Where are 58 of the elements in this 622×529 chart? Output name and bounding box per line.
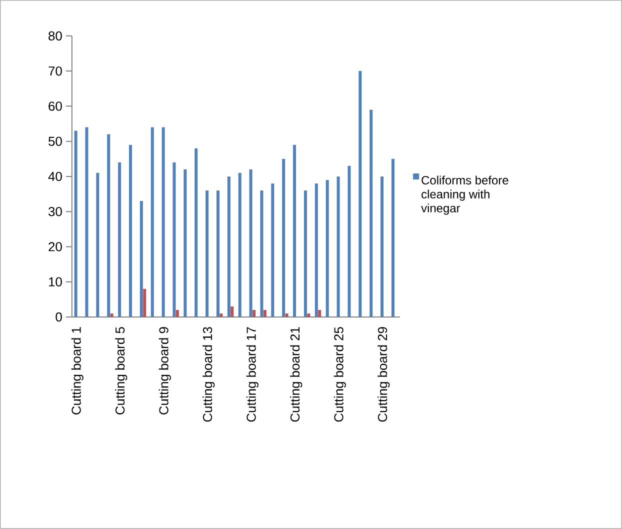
bar [143, 288, 146, 318]
y-tick-label: 80 [48, 31, 62, 41]
bar [260, 190, 264, 318]
bar [285, 313, 288, 318]
y-tick-label: 70 [48, 66, 62, 76]
bar [380, 176, 384, 318]
bar [162, 127, 165, 318]
bar [150, 127, 154, 318]
bar [110, 313, 114, 318]
bar [230, 306, 234, 318]
bar [85, 127, 88, 318]
x-tick-label: Cutting board 9 [158, 327, 171, 414]
y-tick-label: 30 [48, 207, 62, 216]
y-tick-label: 20 [48, 242, 62, 252]
bar [184, 169, 187, 318]
y-tick-label: 60 [48, 102, 62, 111]
x-tick-label: Cutting board 5 [115, 327, 128, 414]
x-tick-label: Cutting board 29 [378, 327, 390, 422]
bar [216, 190, 220, 318]
bar [336, 176, 340, 318]
bar [326, 180, 329, 318]
bar [96, 172, 100, 318]
bar [263, 310, 266, 318]
x-tick-label: Cutting board 25 [334, 327, 346, 422]
x-tick-label: Cutting board 1 [71, 327, 84, 414]
bar [172, 162, 176, 318]
legend-label: Coliforms before cleaning with vinegar [421, 176, 508, 215]
y-tick-label: 50 [48, 136, 62, 146]
bar [348, 166, 351, 318]
bar [107, 134, 110, 318]
bar [282, 158, 286, 318]
bar [206, 190, 209, 318]
bar [118, 162, 122, 318]
bar [358, 71, 362, 318]
bar [370, 110, 373, 318]
bar [293, 144, 296, 318]
y-tick-label: 40 [48, 172, 62, 182]
x-tick-label: Cutting board 17 [246, 327, 258, 422]
bar [271, 183, 274, 318]
bar [238, 172, 242, 318]
x-tick-label: Cutting board 13 [202, 327, 215, 422]
bar [140, 201, 143, 318]
bar [220, 313, 223, 318]
bar [304, 190, 307, 318]
bar [74, 130, 78, 318]
bar [307, 313, 310, 318]
bar [314, 183, 318, 318]
bar [176, 310, 179, 318]
bar [318, 310, 322, 318]
y-tick-label: 10 [48, 277, 62, 286]
x-tick-label: Cutting board 21 [290, 327, 302, 422]
bar [227, 176, 230, 318]
y-tick-label: 0 [56, 312, 62, 322]
bar [252, 310, 256, 318]
bar [128, 144, 132, 318]
bar [194, 148, 198, 318]
bar [249, 169, 252, 318]
bar [391, 158, 394, 318]
